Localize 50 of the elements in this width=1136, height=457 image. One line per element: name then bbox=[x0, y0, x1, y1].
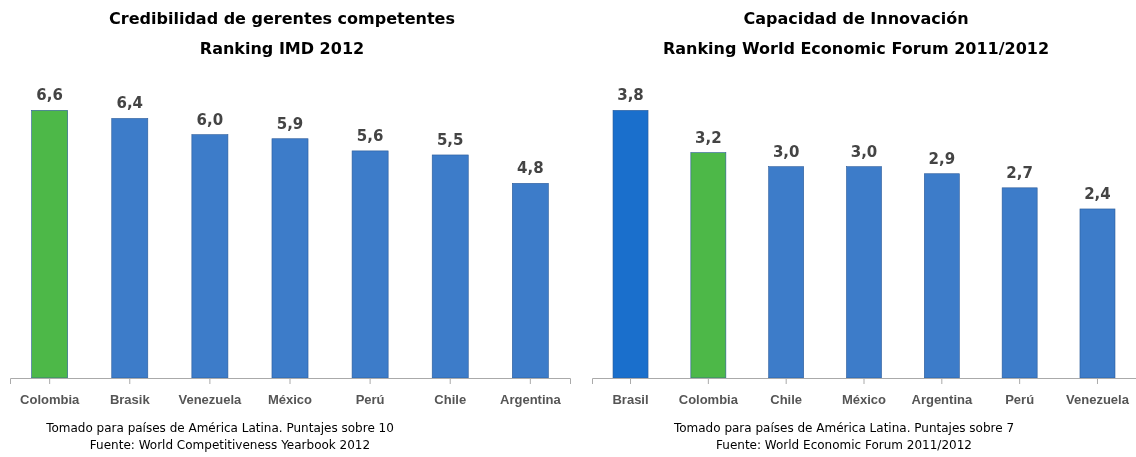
source-note: Fuente: World Competitiveness Yearbook 2012 bbox=[89, 438, 371, 452]
x-tick-label: Argentina bbox=[500, 391, 562, 407]
bar bbox=[1001, 187, 1038, 379]
data-label: 4,8 bbox=[517, 159, 544, 178]
bar bbox=[612, 110, 649, 379]
data-label: 6,0 bbox=[196, 110, 224, 129]
data-label: 5,5 bbox=[436, 130, 464, 149]
data-label: 2,9 bbox=[928, 149, 956, 168]
bar bbox=[111, 118, 149, 379]
data-label: 5,6 bbox=[356, 126, 384, 145]
data-label: 3,0 bbox=[850, 142, 878, 161]
bar bbox=[512, 183, 549, 379]
x-tick-label: México bbox=[841, 391, 887, 407]
data-label: 2,7 bbox=[1006, 163, 1033, 182]
bar bbox=[431, 154, 469, 379]
chart-subtitle: Ranking IMD 2012 bbox=[199, 39, 365, 58]
x-tick-label: México bbox=[267, 391, 313, 407]
x-tick-label: Brasik bbox=[109, 391, 151, 407]
source-note: Fuente: World Economic Forum 2011/2012 bbox=[716, 438, 972, 452]
data-label: 3,8 bbox=[617, 86, 644, 105]
bar bbox=[1079, 208, 1116, 379]
x-tick-label: Chile bbox=[434, 391, 467, 407]
x-tick-label: Chile bbox=[770, 391, 803, 407]
bar bbox=[351, 150, 389, 379]
x-tick-label: Colombia bbox=[678, 391, 739, 407]
bar bbox=[924, 173, 960, 379]
bar bbox=[846, 166, 882, 379]
data-label: 5,9 bbox=[276, 114, 304, 133]
chart-subtitle: Ranking World Economic Forum 2011/2012 bbox=[662, 39, 1050, 58]
bar bbox=[768, 166, 804, 379]
text: Tomado para países de América Latina. Puntajes sobre 7 bbox=[672, 421, 1015, 435]
x-tick-label: Argentina bbox=[911, 391, 973, 407]
x-tick-label: Venezuela bbox=[1066, 391, 1130, 407]
x-tick-label: Venezuela bbox=[178, 391, 243, 407]
data-label: 2,4 bbox=[1084, 184, 1111, 203]
chart-title: Credibilidad de gerentes competentes bbox=[109, 9, 455, 28]
text: Tomado para países de América Latina. Puntajes sobre 10 bbox=[45, 421, 394, 435]
data-label: 6,6 bbox=[36, 86, 63, 105]
x-tick-label: Colombia bbox=[20, 391, 81, 407]
chart-title: Capacidad de Innovación bbox=[743, 9, 969, 28]
bar bbox=[31, 110, 68, 379]
bar bbox=[271, 138, 309, 379]
bar bbox=[690, 152, 727, 379]
data-label: 3,0 bbox=[772, 142, 800, 161]
x-tick-label: Brasil bbox=[612, 391, 649, 407]
x-tick-label: Perú bbox=[355, 391, 385, 407]
x-tick-label: Perú bbox=[1005, 391, 1035, 407]
data-label: 6,4 bbox=[116, 94, 144, 113]
bar bbox=[191, 134, 229, 379]
data-label: 3,2 bbox=[695, 128, 722, 147]
